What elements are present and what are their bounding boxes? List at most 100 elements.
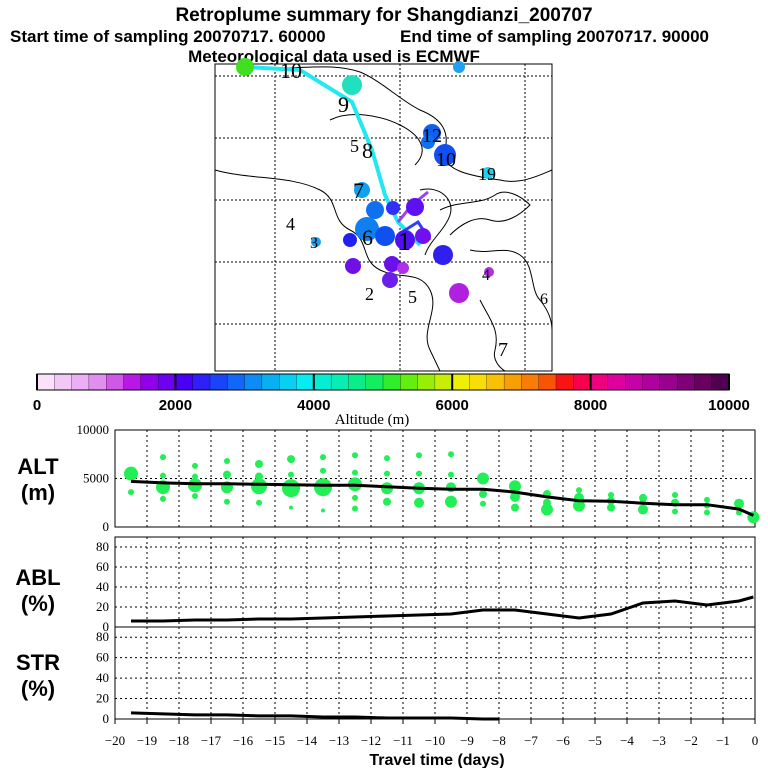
alt-scatter-point <box>672 491 678 498</box>
alt-scatter-point <box>477 472 489 485</box>
colorbar-cell <box>54 373 73 391</box>
subtitle-start: Start time of sampling 20070717. 60000 <box>10 27 326 46</box>
alt-ylabel-line2: (m) <box>21 480 55 505</box>
subtitle-end: End time of sampling 20070717. 90000 <box>400 27 709 46</box>
plume-dot <box>397 262 409 274</box>
colorbar-cell <box>400 373 419 391</box>
x-tick-label: −10 <box>425 733 445 748</box>
colorbar-cell <box>209 373 228 391</box>
alt-scatter-point <box>510 491 520 502</box>
alt-scatter-point <box>160 495 166 502</box>
colorbar-cell <box>538 373 557 391</box>
colorbar-cell <box>555 373 574 391</box>
colorbar-cell <box>157 373 177 391</box>
y-tick-label: 60 <box>96 650 109 665</box>
alt-scatter-point <box>255 459 263 468</box>
colorbar-cell <box>382 373 401 391</box>
alt-scatter-point <box>511 503 519 512</box>
alt-scatter-point <box>734 498 744 509</box>
altitude-colorbar: 0 2000 4000 6000 8000 10000 Altitude (m) <box>33 373 750 428</box>
x-tick-label: −11 <box>393 733 413 748</box>
alt-scatter-point <box>704 496 710 503</box>
x-tick-label: −13 <box>329 733 349 748</box>
colorbar-tick-label: 8000 <box>574 397 607 414</box>
alt-scatter-point <box>256 499 262 506</box>
colorbar-cell <box>469 373 488 391</box>
colorbar-cell <box>175 373 194 391</box>
alt-scatter-point <box>352 469 358 476</box>
colorbar-cell <box>642 373 661 391</box>
day-label: 4 <box>482 267 490 284</box>
day-label: 7 <box>498 339 508 361</box>
alt-scatter-point <box>607 503 615 512</box>
plume-dot <box>415 228 431 244</box>
day-label: 10 <box>280 58 302 83</box>
plume-dot <box>482 167 494 179</box>
colorbar-cell <box>140 373 159 391</box>
colorbar-cell <box>590 373 609 391</box>
map-frame <box>214 63 553 372</box>
y-tick-label: 40 <box>96 670 109 685</box>
alt-scatter-point <box>160 472 166 479</box>
y-tick-label: 40 <box>96 579 109 594</box>
colorbar-cell <box>279 373 298 391</box>
colorbar-cell <box>36 373 55 391</box>
x-tick-label: −14 <box>297 733 318 748</box>
colorbar-label: Altitude (m) <box>335 412 410 428</box>
colorbar-cell <box>227 373 246 391</box>
alt-scatter-point <box>282 479 300 498</box>
y-tick-label: 80 <box>96 539 109 554</box>
colorbar-cell <box>244 373 263 391</box>
plume-dot <box>382 272 398 288</box>
alt-scatter-point <box>416 452 422 459</box>
colorbar-cell <box>192 373 211 391</box>
alt-scatter-point <box>320 467 326 474</box>
alt-scatter-point <box>287 455 295 464</box>
plume-dot <box>342 75 362 95</box>
alt-scatter-point <box>352 505 358 512</box>
colorbar-cell <box>486 373 505 391</box>
day-label: 6 <box>362 225 373 250</box>
alt-scatter-point <box>314 478 332 497</box>
str-ylabel-line1: STR <box>16 650 60 675</box>
x-tick-label: −18 <box>169 733 189 748</box>
colorbar-cell <box>123 373 142 391</box>
colorbar-cell <box>676 373 696 391</box>
alt-scatter-point <box>672 508 678 515</box>
y-tick-label: 0 <box>103 619 110 634</box>
plume-dot <box>449 283 469 303</box>
plume-dots <box>236 58 494 303</box>
day-label: 4 <box>286 214 295 234</box>
plume-dot <box>311 237 321 247</box>
x-tick-label: −4 <box>620 733 634 748</box>
day-label: 19 <box>478 164 496 184</box>
x-tick-label: −7 <box>524 733 538 748</box>
retroplume-map: 10 9 8 7 6 5 4 3 2 1 12 10 19 4 5 6 7 <box>214 58 553 372</box>
plume-dot <box>366 201 384 219</box>
alt-scatter-point <box>223 470 231 479</box>
colorbar-tick-label: 2000 <box>159 397 192 414</box>
alt-scatter-point <box>192 492 198 499</box>
plume-dot <box>421 135 435 149</box>
colorbar-tick-label: 4000 <box>297 397 330 414</box>
colorbar-cell <box>452 373 471 391</box>
x-tick-label: −12 <box>361 733 381 748</box>
x-axis-label: Travel time (days) <box>369 752 504 768</box>
chart-title: Retroplume summary for Shangdianzi_20070… <box>175 5 592 26</box>
y-tick-label: 10000 <box>77 422 110 437</box>
alt-ylabel-line1: ALT <box>17 454 59 479</box>
y-tick-label: 20 <box>96 691 109 706</box>
alt-scatter-point <box>289 505 293 510</box>
alt-scatter-point <box>124 466 138 481</box>
alt-mean-line <box>130 479 755 517</box>
y-tick-label: 5000 <box>83 471 109 486</box>
x-tick-label: −3 <box>652 733 666 748</box>
plume-dot <box>384 256 400 272</box>
alt-scatter-point <box>251 478 267 495</box>
alt-scatter-point <box>224 498 230 505</box>
subtitle-met: Meteorological data used is ECMWF <box>188 47 480 66</box>
colorbar-cell <box>503 373 523 391</box>
plume-dot <box>375 226 395 246</box>
alt-scatter-point <box>479 490 487 499</box>
